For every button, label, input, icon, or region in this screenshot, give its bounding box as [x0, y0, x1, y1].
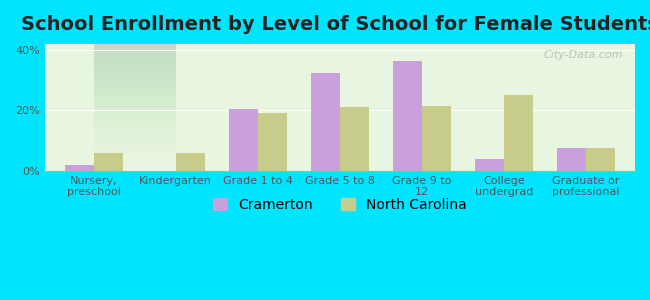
Bar	[504, 95, 532, 171]
Bar	[586, 148, 614, 171]
Bar	[422, 106, 450, 171]
Bar	[65, 165, 94, 171]
Bar	[229, 109, 258, 171]
Legend: Cramerton, North Carolina: Cramerton, North Carolina	[207, 192, 472, 217]
Bar	[94, 153, 122, 171]
Bar	[393, 61, 422, 171]
Bar	[176, 153, 205, 171]
Bar	[340, 107, 369, 171]
Bar	[311, 73, 340, 171]
Title: School Enrollment by Level of School for Female Students: School Enrollment by Level of School for…	[21, 15, 650, 34]
Bar	[557, 148, 586, 171]
Bar	[258, 113, 287, 171]
Bar	[475, 159, 504, 171]
Text: City-Data.com: City-Data.com	[543, 50, 623, 60]
